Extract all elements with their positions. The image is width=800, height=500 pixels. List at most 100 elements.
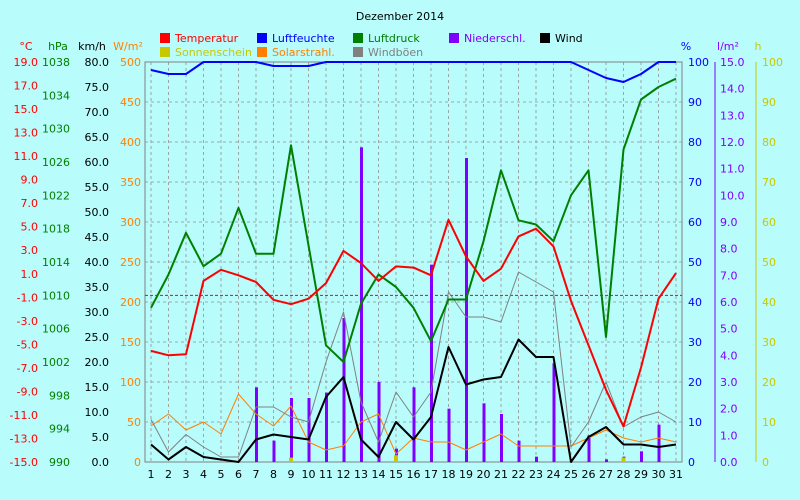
rain-tick-label: 9.0 <box>720 216 738 229</box>
solar-tick-label: 100 <box>120 376 141 389</box>
rain-tick-label: 15.0 <box>720 56 745 69</box>
rain-bar <box>587 435 591 462</box>
x-tick-label: 13 <box>354 468 368 481</box>
rain-bar <box>605 459 608 462</box>
rain-bar <box>290 398 293 462</box>
solar-tick-label: 250 <box>120 256 141 269</box>
wind-tick-label: 45.0 <box>85 231 110 244</box>
rain-bar <box>517 440 521 462</box>
press-tick-label: 1026 <box>42 156 70 169</box>
temp-tick-label: 15.0 <box>14 103 39 116</box>
right-axes: 100908070605040302010015.014.013.012.011… <box>688 56 783 469</box>
hum-tick-label: 100 <box>688 56 709 69</box>
temp-tick-label: -1.0 <box>17 291 38 304</box>
temp-tick-label: 3.0 <box>21 244 39 257</box>
rain-bar <box>325 392 328 462</box>
temp-tick-label: 7.0 <box>21 197 39 210</box>
press-unit-label: hPa <box>48 40 68 53</box>
chart-marks <box>150 61 677 463</box>
sun-tick-label: 90 <box>762 96 776 109</box>
sun-tick-label: 0 <box>762 456 769 469</box>
solar-tick-label: 300 <box>120 216 141 229</box>
hum-tick-label: 70 <box>688 176 702 189</box>
sun-tick-label: 80 <box>762 136 776 149</box>
temp-tick-label: -15.0 <box>10 456 38 469</box>
press-tick-label: 994 <box>49 423 70 436</box>
wind-tick-label: 50.0 <box>85 206 110 219</box>
solar-tick-label: 200 <box>120 296 141 309</box>
wind-tick-label: 5.0 <box>92 431 110 444</box>
chart-title: Dezember 2014 <box>356 10 444 23</box>
rain-tick-label: 8.0 <box>720 243 738 256</box>
rain-tick-label: 10.0 <box>720 189 745 202</box>
rain-bar <box>535 456 538 462</box>
rain-tick-label: 1.0 <box>720 429 738 442</box>
wind-tick-label: 65.0 <box>85 131 110 144</box>
hum-tick-label: 0 <box>688 456 695 469</box>
legend-swatch <box>160 33 170 43</box>
wind-tick-label: 20.0 <box>85 356 110 369</box>
left-axes: 19.0 17.0 15.0 13.0 11.0 9.0 7.0 5.0 3.0 1.0 -1.0 -… <box>10 56 141 469</box>
solar-tick-label: 50 <box>127 416 141 429</box>
legend-label: Windböen <box>368 46 423 59</box>
sun-tick-label: 10 <box>762 416 776 429</box>
wind-tick-label: 0.0 <box>92 456 110 469</box>
hum-tick-label: 60 <box>688 216 702 229</box>
sun-tick-label: 40 <box>762 296 776 309</box>
temp-tick-label: 9.0 <box>21 174 39 187</box>
solar-tick-label: 400 <box>120 136 141 149</box>
hum-tick-label: 50 <box>688 256 702 269</box>
temperature-line <box>150 218 677 428</box>
x-tick-label: 4 <box>200 468 207 481</box>
wind-line <box>150 338 677 463</box>
wind-tick-label: 40.0 <box>85 256 110 269</box>
axis-units: °C hPa km/h W/m²% l/m² h <box>19 40 761 53</box>
temp-tick-label: 11.0 <box>14 150 39 163</box>
legend-label: Sonnenschein <box>175 46 252 59</box>
temp-tick-label: -5.0 <box>17 338 38 351</box>
temp-tick-label: -11.0 <box>10 409 38 422</box>
temp-tick-label: -3.0 <box>17 315 38 328</box>
wind-tick-label: 35.0 <box>85 281 110 294</box>
x-tick-label: 30 <box>652 468 666 481</box>
rain-tick-label: 3.0 <box>720 376 738 389</box>
rain-tick-label: 0.0 <box>720 456 738 469</box>
legend-label: Niederschl. <box>464 32 526 45</box>
sun-tick-label: 60 <box>762 216 776 229</box>
x-tick-label: 18 <box>442 468 456 481</box>
rain-bar <box>552 363 556 462</box>
x-tick-label: 3 <box>183 468 190 481</box>
rain-tick-label: 2.0 <box>720 403 738 416</box>
sunshine-bar <box>394 455 398 462</box>
rain-tick-label: 14.0 <box>720 83 745 96</box>
rain-bar <box>500 414 503 462</box>
hum-tick-label: 90 <box>688 96 702 109</box>
sun-tick-label: 50 <box>762 256 776 269</box>
x-tick-label: 9 <box>288 468 295 481</box>
x-tick-label: 15 <box>389 468 403 481</box>
rain-bar <box>447 408 451 462</box>
press-tick-label: 990 <box>49 456 70 469</box>
x-tick-label: 31 <box>669 468 683 481</box>
rain-bar <box>657 424 661 462</box>
sun-unit-label: h <box>755 40 762 53</box>
rain-tick-label: 5.0 <box>720 323 738 336</box>
x-tick-label: 27 <box>599 468 613 481</box>
press-tick-label: 1038 <box>42 56 70 69</box>
sun-tick-label: 100 <box>762 56 783 69</box>
rain-bar <box>307 398 311 462</box>
hum-tick-label: 30 <box>688 336 702 349</box>
solar-tick-label: 150 <box>120 336 141 349</box>
x-tick-label: 20 <box>477 468 491 481</box>
rain-bar <box>640 451 643 462</box>
legend-swatch <box>540 33 550 43</box>
legend-swatch <box>160 47 170 57</box>
wind-tick-label: 10.0 <box>85 406 110 419</box>
rain-bar <box>342 318 346 462</box>
rain-tick-label: 6.0 <box>720 296 738 309</box>
wind-tick-label: 70.0 <box>85 106 110 119</box>
x-tick-label: 25 <box>564 468 578 481</box>
legend-label: Wind <box>555 32 583 45</box>
temp-tick-label: -7.0 <box>17 362 38 375</box>
wind-tick-label: 55.0 <box>85 181 110 194</box>
